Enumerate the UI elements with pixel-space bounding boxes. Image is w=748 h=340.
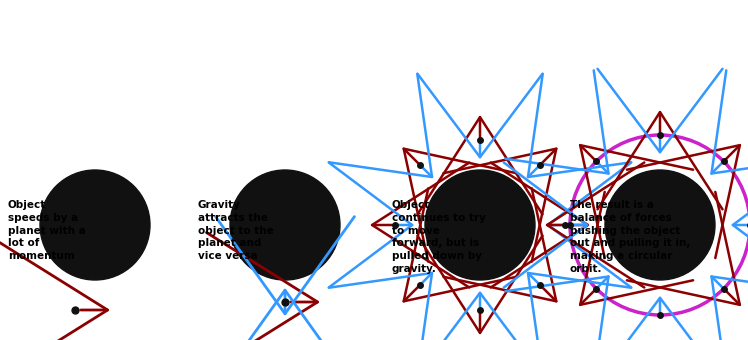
Circle shape [605,170,715,280]
Text: Object
continues to try
to move
forward, but is
pulled down by
gravity.: Object continues to try to move forward,… [392,200,486,274]
Circle shape [40,170,150,280]
Circle shape [230,170,340,280]
Text: Object
speeds by a
planet with a
lot of
momentum: Object speeds by a planet with a lot of … [8,200,86,261]
Text: The result is a
balance of forces
pushing the object
out and pulling it in,
maki: The result is a balance of forces pushin… [570,200,690,274]
Circle shape [425,170,535,280]
Text: Gravity
attracts the
object to the
planet and
vice versa: Gravity attracts the object to the plane… [198,200,274,261]
